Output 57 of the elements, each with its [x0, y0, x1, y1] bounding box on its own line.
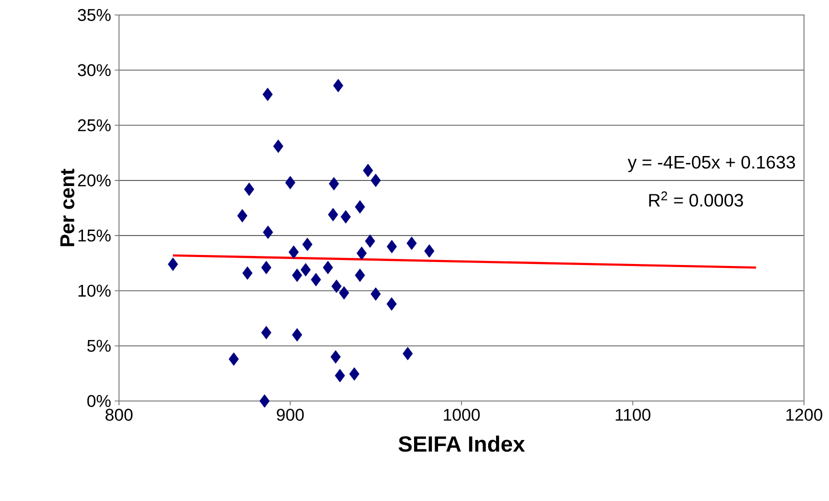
point [310, 272, 322, 286]
point [242, 266, 253, 280]
point [406, 236, 417, 250]
point [261, 326, 272, 340]
y-tick-label: 10% [78, 284, 111, 297]
point [244, 182, 254, 196]
point [288, 245, 299, 259]
point [237, 209, 248, 222]
point [168, 258, 178, 271]
point [356, 246, 367, 260]
point [302, 238, 312, 252]
point [330, 350, 341, 364]
point [424, 244, 434, 258]
point [370, 287, 381, 301]
point [349, 367, 360, 381]
point [354, 268, 366, 282]
point [322, 260, 333, 274]
point [259, 394, 270, 408]
point [300, 263, 311, 276]
x-tick-label: 1200 [786, 408, 822, 421]
point [370, 174, 381, 188]
annotation: y = -4E-05x + 0.1633 [628, 156, 795, 172]
x-axis-title: SEIFA Index [398, 436, 525, 452]
point [328, 208, 338, 222]
y-tick-label: 0% [87, 394, 111, 408]
point [386, 297, 397, 311]
annotation: R$^{2}$ = 0.0003 [649, 191, 743, 207]
y-tick-label: 20% [78, 174, 111, 186]
x-tick-label: 1000 [444, 408, 480, 421]
point [262, 226, 274, 239]
x-tick-label: 1100 [616, 408, 650, 421]
y-tick-label: 35% [78, 8, 111, 22]
y-axis-title: Per cent [60, 168, 74, 246]
point [338, 286, 350, 300]
point [386, 240, 397, 254]
point [261, 260, 272, 274]
point [402, 346, 413, 360]
point [362, 164, 374, 178]
point [292, 268, 302, 282]
point [364, 234, 376, 248]
y-tick-label: 25% [78, 119, 111, 132]
point [340, 210, 351, 224]
point [228, 352, 239, 366]
point [292, 328, 302, 342]
point [262, 88, 273, 102]
point [273, 140, 284, 153]
y-tick-label: 5% [87, 340, 111, 352]
y-tick-label: 15% [78, 230, 111, 242]
point [333, 78, 344, 92]
x-tick-label: 900 [276, 408, 304, 421]
x-tick-label: 800 [106, 408, 133, 421]
point [331, 280, 342, 293]
point [328, 177, 339, 190]
y-tick-label: 30% [78, 64, 111, 76]
point [334, 368, 345, 382]
point [354, 200, 366, 214]
point [285, 176, 296, 190]
